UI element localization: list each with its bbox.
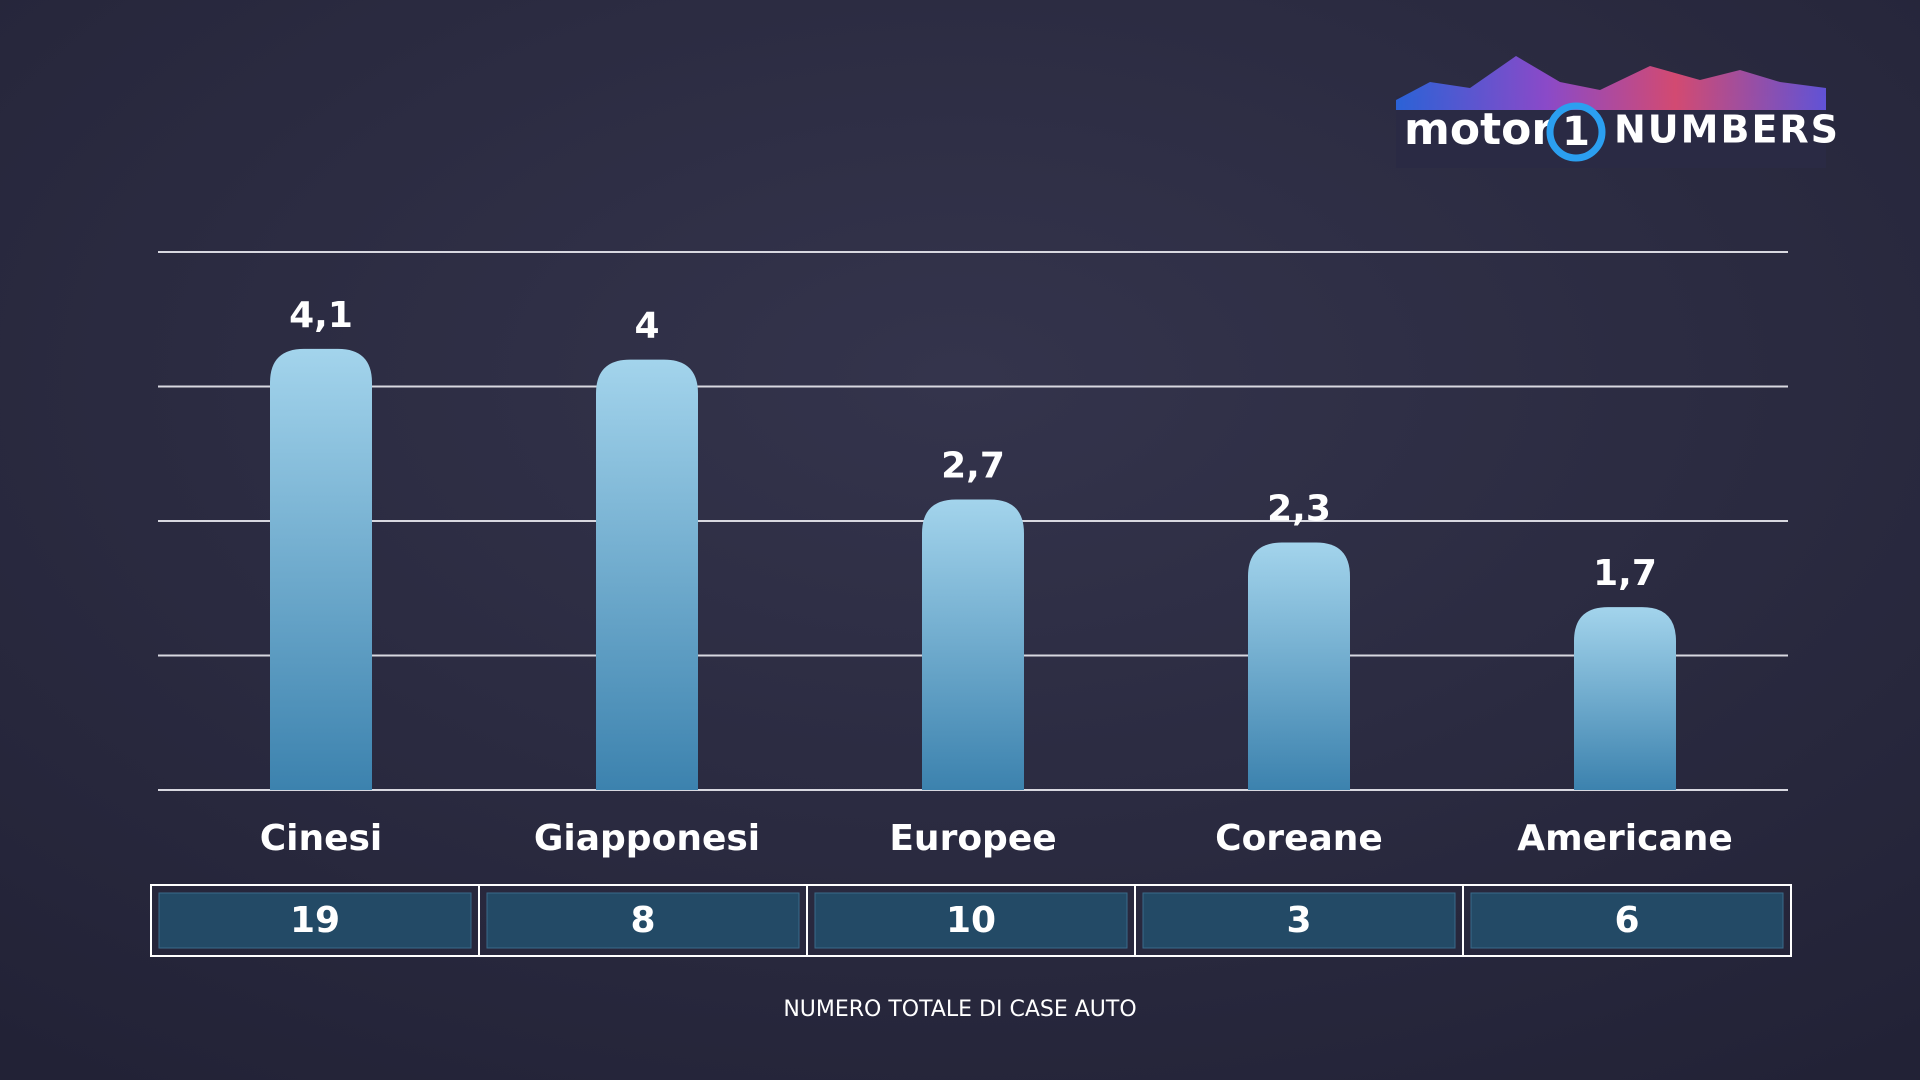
- count-value: 3: [1286, 900, 1311, 941]
- count-value: 19: [290, 900, 340, 941]
- count-value: 6: [1614, 900, 1639, 941]
- value-label: 2,7: [941, 445, 1005, 486]
- bar: [1574, 607, 1676, 790]
- value-label: 1,7: [1593, 553, 1657, 594]
- logo-skyline: [1396, 56, 1826, 110]
- value-label: 4: [634, 306, 659, 347]
- counts-cell: [486, 892, 800, 949]
- bar: [596, 359, 698, 790]
- counts-caption: NUMERO TOTALE DI CASE AUTO: [783, 997, 1136, 1022]
- logo-ring: [1546, 102, 1606, 162]
- x-tick-label: Giapponesi: [534, 818, 760, 859]
- counts-cell: [814, 892, 1128, 949]
- x-tick-label: Americane: [1517, 818, 1733, 859]
- count-value: 8: [630, 900, 655, 941]
- logo-brand: motor: [1404, 104, 1553, 155]
- bar: [1248, 542, 1350, 790]
- counts-cell: [1470, 892, 1784, 949]
- logo: motor 1 NUMBERS: [1396, 56, 1840, 168]
- count-value: 10: [946, 900, 996, 941]
- counts-table: [150, 884, 1792, 957]
- value-label: 4,1: [289, 295, 353, 336]
- logo-product: NUMBERS: [1614, 108, 1840, 152]
- x-tick-label: Coreane: [1215, 818, 1383, 859]
- value-label: 2,3: [1267, 489, 1331, 530]
- bar: [270, 348, 372, 790]
- counts-cell: [1142, 892, 1456, 949]
- counts-cell: [158, 892, 472, 949]
- logo-number: 1: [1562, 109, 1590, 155]
- x-tick-label: Europee: [889, 818, 1056, 859]
- bar: [922, 499, 1024, 790]
- x-tick-label: Cinesi: [260, 818, 383, 859]
